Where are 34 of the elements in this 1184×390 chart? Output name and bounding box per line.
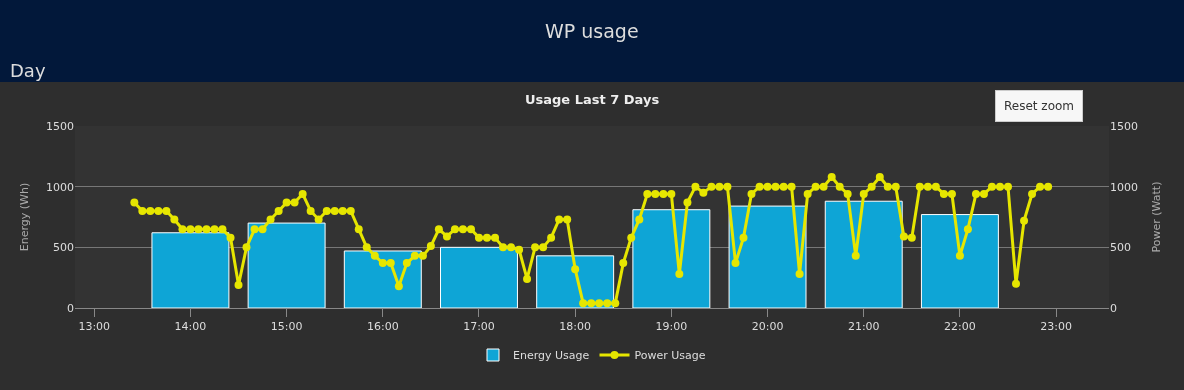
bar — [920, 214, 999, 308]
x-tick-label: 20:00 — [751, 320, 784, 334]
bar — [632, 209, 711, 308]
bar — [151, 232, 230, 308]
x-tick-label: 21:00 — [847, 320, 880, 334]
bar — [824, 200, 903, 308]
x-tick-label: 17:00 — [463, 320, 495, 334]
text: Reset zoom — [1004, 99, 1075, 113]
x-tick-label: 19:00 — [655, 320, 688, 334]
x-tick-label: 15:00 — [270, 320, 303, 334]
x-tick-label: 13:00 — [78, 320, 111, 334]
x-tick-label: 16:00 — [366, 320, 399, 334]
y-tick-label: 500 — [53, 241, 74, 255]
text: Day — [10, 60, 46, 81]
bar — [440, 246, 518, 308]
x-tick-label: 14:00 — [174, 320, 207, 334]
y2-tick-label: 500 — [1110, 241, 1131, 255]
y2-tick-label: 0 — [1110, 301, 1117, 315]
y-tick-label: 1000 — [46, 180, 74, 194]
y-tick-label: 0 — [67, 301, 74, 315]
y2-tick-label: 1000 — [1110, 180, 1138, 194]
chart-subtitle: Usage Last 7 Days — [525, 92, 660, 107]
y-tick-label: 1500 — [46, 119, 74, 133]
y-axis-title: Energy (Wh) — [17, 182, 31, 252]
chart-title: WP usage — [545, 20, 639, 42]
x-tick-label: 22:00 — [944, 320, 976, 334]
x-tick-label: 23:00 — [1040, 320, 1072, 334]
x-tick-label: 18:00 — [559, 320, 592, 334]
y2-tick-label: 1500 — [1110, 119, 1138, 133]
y2-axis-title: Power (Watt) — [1150, 181, 1164, 253]
legend-label: Power Usage — [634, 349, 706, 363]
bar — [247, 222, 326, 308]
legend-label: Energy Usage — [513, 349, 590, 363]
bar — [536, 255, 615, 308]
